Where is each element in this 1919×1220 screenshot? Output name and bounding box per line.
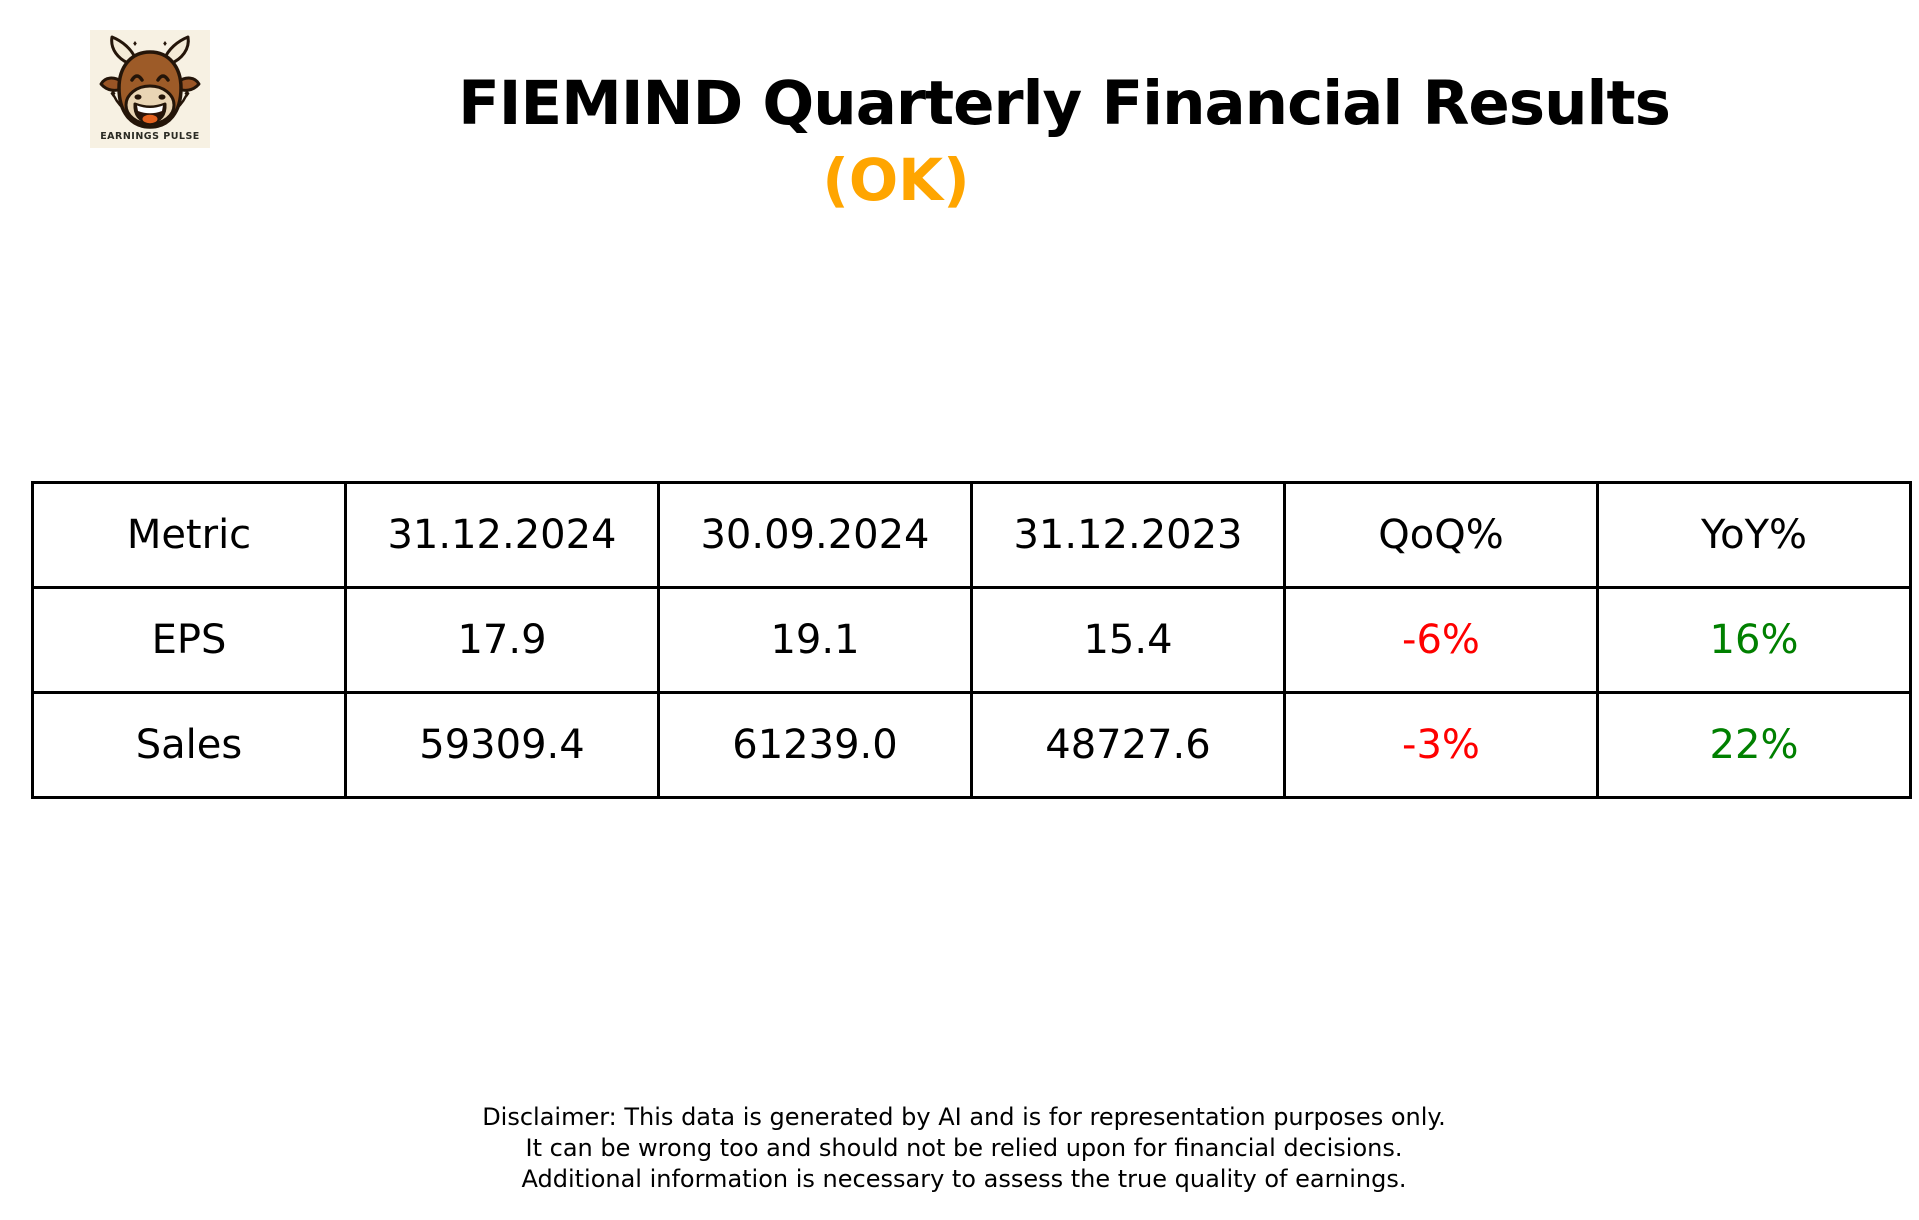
table-row-eps: EPS 17.9 19.1 15.4 -6% 16% [31,586,1912,694]
bull-mascot-icon: EARNINGS PULSE [90,30,210,148]
column-header-qoq: QoQ% [1283,481,1599,589]
eps-value-current: 17.9 [344,586,660,694]
eps-yoy-change: 16% [1596,586,1912,694]
eps-value-previous-quarter: 19.1 [657,586,973,694]
sales-value-current: 59309.4 [344,691,660,799]
page-title: FIEMIND Quarterly Financial Results [458,67,1671,139]
eps-qoq-change: -6% [1283,586,1599,694]
column-header-period-1: 31.12.2024 [344,481,660,589]
eps-value-previous-year: 15.4 [970,586,1286,694]
financial-results-table: Metric 31.12.2024 30.09.2024 31.12.2023 … [31,481,1912,799]
earnings-pulse-logo: EARNINGS PULSE [90,30,210,148]
sales-yoy-change: 22% [1596,691,1912,799]
logo-brand-text: EARNINGS PULSE [100,131,200,142]
metric-label: EPS [31,586,347,694]
metric-label: Sales [31,691,347,799]
column-header-yoy: YoY% [1596,481,1912,589]
column-header-period-3: 31.12.2023 [970,481,1286,589]
column-header-metric: Metric [31,481,347,589]
status-badge: (OK) [822,146,970,214]
disclaimer-line: It can be wrong too and should not be re… [525,1134,1403,1162]
sales-value-previous-quarter: 61239.0 [657,691,973,799]
column-header-period-2: 30.09.2024 [657,481,973,589]
disclaimer: Disclaimer: This data is generated by AI… [482,1102,1446,1195]
disclaimer-line: Disclaimer: This data is generated by AI… [482,1103,1446,1131]
sales-qoq-change: -3% [1283,691,1599,799]
disclaimer-line: Additional information is necessary to a… [521,1165,1407,1193]
sales-value-previous-year: 48727.6 [970,691,1286,799]
table-header-row: Metric 31.12.2024 30.09.2024 31.12.2023 … [31,481,1912,589]
table-row-sales: Sales 59309.4 61239.0 48727.6 -3% 22% [31,691,1912,799]
